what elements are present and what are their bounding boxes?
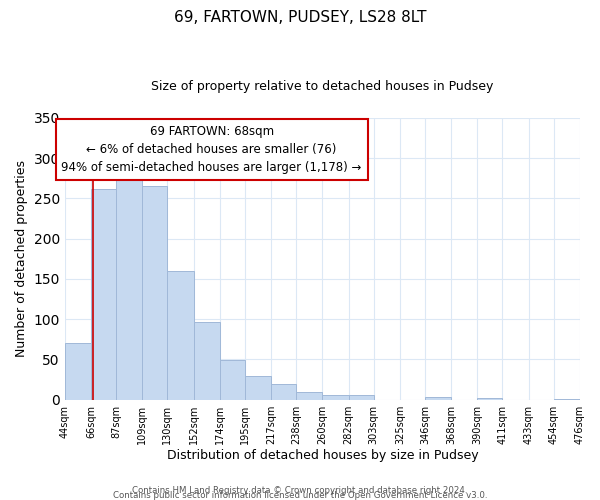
Bar — [65, 344, 91, 400]
Bar — [116, 164, 142, 400]
Bar — [425, 398, 451, 400]
Text: Contains public sector information licensed under the Open Government Licence v3: Contains public sector information licen… — [113, 491, 487, 500]
Bar — [296, 392, 322, 400]
Bar — [91, 188, 116, 400]
Bar — [322, 395, 349, 400]
Bar — [271, 384, 296, 400]
Bar — [349, 395, 374, 400]
X-axis label: Distribution of detached houses by size in Pudsey: Distribution of detached houses by size … — [167, 450, 478, 462]
Bar — [142, 186, 167, 400]
Title: Size of property relative to detached houses in Pudsey: Size of property relative to detached ho… — [151, 80, 494, 93]
Text: Contains HM Land Registry data © Crown copyright and database right 2024.: Contains HM Land Registry data © Crown c… — [132, 486, 468, 495]
Bar — [194, 322, 220, 400]
Bar — [220, 360, 245, 400]
Bar — [245, 376, 271, 400]
Text: 69 FARTOWN: 68sqm
← 6% of detached houses are smaller (76)
94% of semi-detached : 69 FARTOWN: 68sqm ← 6% of detached house… — [61, 125, 362, 174]
Bar — [554, 399, 580, 400]
Bar — [478, 398, 502, 400]
Bar — [167, 271, 194, 400]
Text: 69, FARTOWN, PUDSEY, LS28 8LT: 69, FARTOWN, PUDSEY, LS28 8LT — [174, 10, 426, 25]
Y-axis label: Number of detached properties: Number of detached properties — [15, 160, 28, 357]
